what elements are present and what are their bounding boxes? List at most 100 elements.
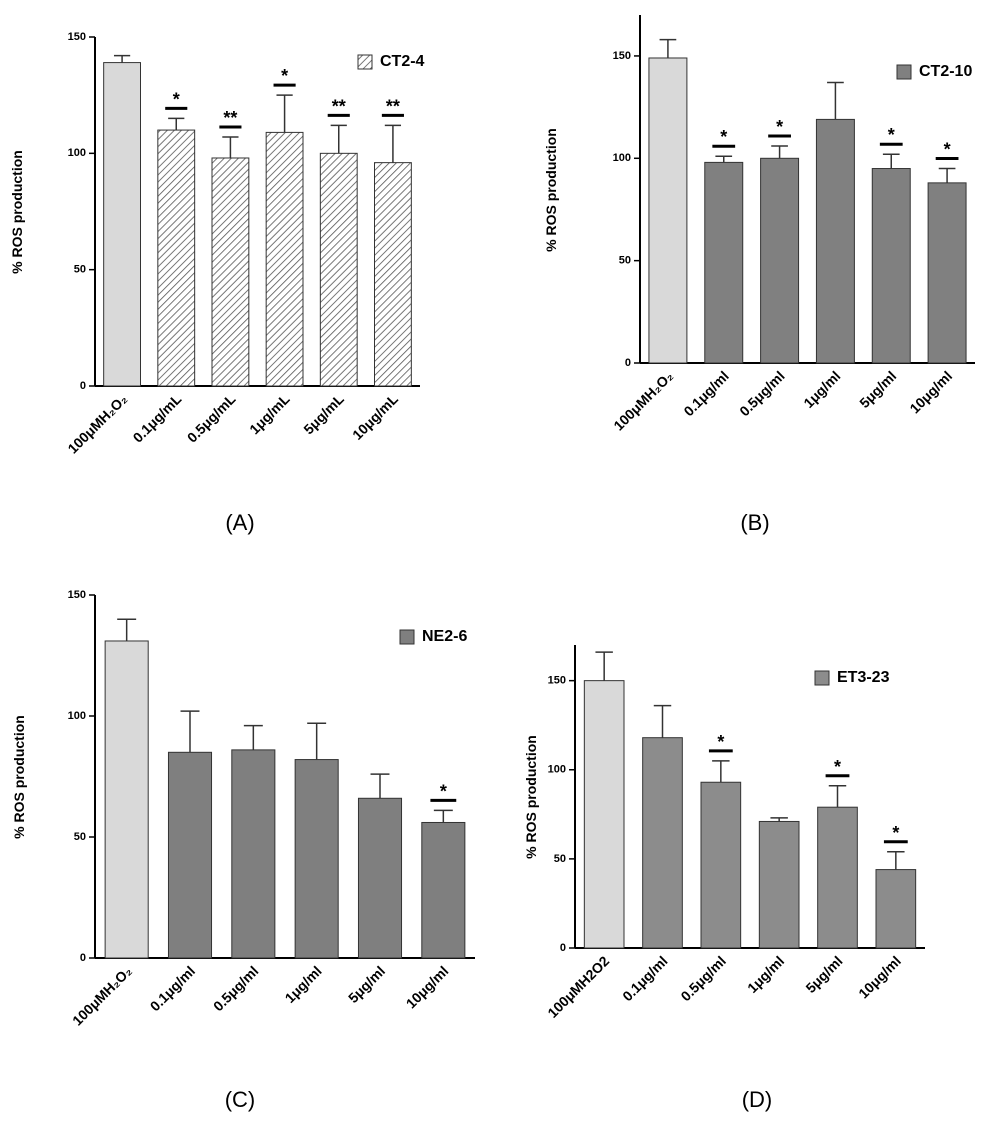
error-bar (180, 710, 200, 753)
error-bar (113, 54, 131, 63)
x-tick-label: 0.5μg/ml (677, 953, 728, 1004)
bar (357, 797, 403, 959)
significance-label: ** (386, 96, 400, 116)
x-tick-label: 0.1μg/ml (147, 963, 198, 1014)
x-tick-label: 0.5μg/ml (210, 963, 261, 1014)
x-tick-label: 100μMH2O2 (544, 953, 612, 1021)
y-tick-label: 150 (548, 675, 566, 687)
x-tick-label: 100μMH₂O₂ (610, 368, 676, 434)
significance-label: * (720, 127, 727, 147)
panel: 0 50 100 150 % ROS production (C) * NE2-6 100μMH… (11, 589, 475, 1112)
bar (211, 157, 250, 387)
y-tick-label: 100 (548, 764, 566, 776)
x-tick-label: 5μg/ml (802, 953, 845, 996)
bar (704, 161, 744, 364)
y-axis-label: % ROS production (11, 715, 27, 839)
error-bar (370, 773, 390, 799)
bar (157, 129, 196, 387)
bar (817, 806, 858, 949)
error-bar (307, 722, 327, 760)
y-tick-label: 100 (68, 710, 86, 722)
error-bar (117, 618, 137, 641)
legend-swatch (896, 64, 912, 80)
error-bar (330, 124, 347, 154)
error-bar (770, 817, 788, 822)
significance-label: * (776, 117, 783, 137)
significance-label: * (440, 781, 447, 801)
y-axis-label: % ROS production (543, 128, 559, 252)
y-tick-label: 150 (68, 589, 86, 601)
bar (265, 131, 304, 387)
y-tick-label: 50 (74, 264, 86, 276)
y-tick-label: 50 (554, 853, 566, 865)
y-tick-label: 0 (560, 942, 566, 954)
panel-label: (D) (742, 1087, 773, 1112)
y-tick-label: 100 (613, 152, 631, 164)
error-bar (828, 785, 847, 808)
error-bar (938, 167, 956, 183)
y-axis-label: % ROS production (9, 150, 25, 274)
bar (421, 821, 466, 959)
x-tick-label: 10μg/ml (906, 368, 955, 417)
bar (642, 737, 683, 949)
y-tick-label: 0 (80, 952, 86, 964)
x-tick-label: 10μg/mL (349, 391, 401, 443)
significance-label: * (944, 140, 951, 160)
panel: 0 50 100 150 % ROS production (B) * * * * CT2-10 10… (543, 15, 975, 535)
y-axis-label: % ROS production (523, 735, 539, 859)
x-tick-label: 0.1μg/mL (130, 390, 185, 445)
error-bar (243, 724, 263, 750)
error-bar (168, 117, 185, 131)
bar (875, 869, 917, 949)
significance-label: * (892, 823, 899, 843)
y-tick-label: 50 (74, 831, 86, 843)
bar (374, 162, 412, 387)
significance-label: * (717, 732, 724, 752)
legend-label: CT2-10 (919, 63, 972, 80)
significance-label: ** (223, 108, 237, 128)
legend-swatch (399, 629, 415, 645)
y-tick-label: 150 (613, 50, 631, 62)
error-bar (384, 124, 402, 163)
x-tick-label: 10μg/ml (403, 963, 452, 1012)
error-bar (712, 760, 730, 783)
x-tick-label: 0.1μg/ml (680, 368, 731, 419)
legend-swatch (814, 670, 830, 686)
x-tick-label: 100μMH₂O₂ (69, 963, 135, 1029)
x-tick-label: 0.5μg/ml (736, 368, 787, 419)
x-tick-label: 5μg/mL (300, 390, 347, 437)
bar (294, 759, 339, 959)
error-bar (827, 81, 844, 120)
error-bar (887, 851, 905, 870)
bar (648, 57, 688, 364)
bar (319, 152, 358, 387)
significance-label: * (834, 757, 841, 777)
error-bar (433, 809, 453, 823)
y-tick-label: 100 (68, 147, 86, 159)
bar (167, 751, 213, 959)
x-tick-label: 0.1μg/ml (619, 953, 670, 1004)
panel-label: (C) (225, 1087, 256, 1112)
bar (758, 820, 800, 949)
bar (760, 157, 800, 364)
legend-label: CT2-4 (380, 53, 425, 70)
x-tick-label: 5μg/ml (856, 368, 899, 411)
significance-label: ** (332, 96, 346, 116)
bar (103, 62, 141, 387)
error-bar (771, 145, 788, 159)
y-tick-label: 0 (625, 357, 631, 369)
error-bar (715, 155, 733, 163)
bar (927, 182, 967, 364)
legend-label: NE2-6 (422, 628, 467, 645)
significance-label: * (281, 66, 288, 86)
bar (104, 640, 149, 959)
error-bar (882, 153, 900, 169)
x-tick-label: 1μg/ml (744, 953, 787, 996)
significance-label: * (173, 89, 180, 109)
panel: 0 50 100 150 % ROS production (D) * * * ET3-23 100… (523, 645, 925, 1112)
error-bar (595, 651, 613, 681)
y-tick-label: 0 (80, 380, 86, 392)
legend-label: ET3-23 (837, 669, 890, 686)
